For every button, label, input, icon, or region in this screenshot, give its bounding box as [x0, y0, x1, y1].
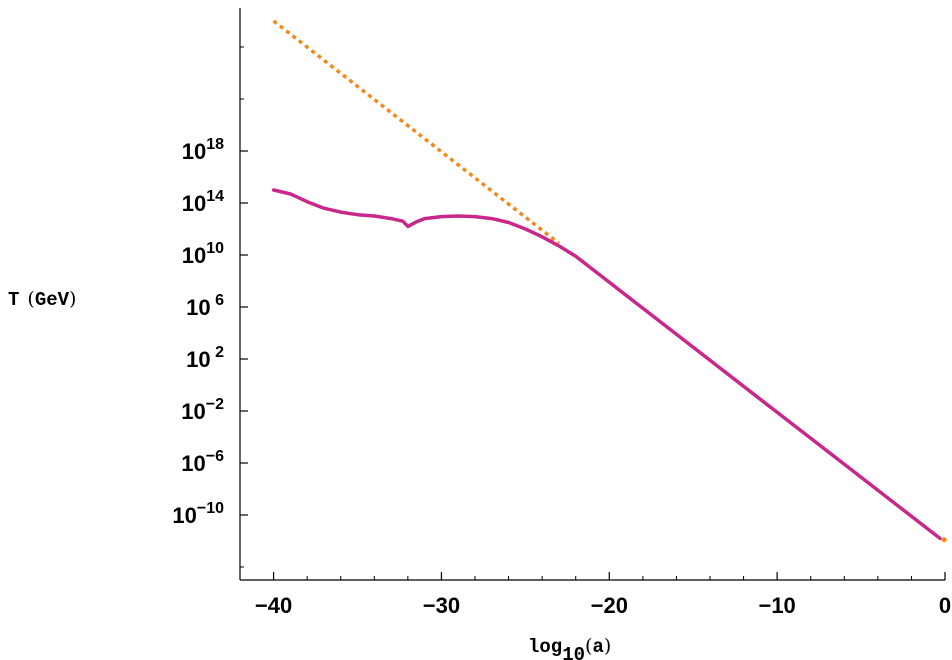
- x-axis-title: log10(a): [528, 635, 611, 660]
- dotted-series-line: [272, 19, 560, 245]
- solid-series-line: [271, 188, 942, 541]
- y-tick-label: 10−2: [181, 396, 224, 424]
- x-tick-label: −30: [423, 593, 460, 618]
- x-tick-label: 0: [939, 593, 951, 618]
- y-tick-label: 10 6: [186, 292, 224, 320]
- y-tick-label: 10 2: [186, 344, 224, 372]
- x-tick-label: −20: [591, 593, 628, 618]
- y-tick-label: 1014: [182, 188, 224, 216]
- x-tick-label: −40: [255, 593, 292, 618]
- x-tick-label: −10: [758, 593, 795, 618]
- y-axis-title: T (GeV): [8, 288, 76, 311]
- y-tick-label: 1018: [182, 136, 224, 164]
- y-tick-label: 10−6: [181, 448, 224, 476]
- y-tick-label: 10−10: [172, 500, 224, 528]
- y-tick-label: 1010: [182, 240, 224, 268]
- dotted-series-endpoint: [941, 537, 947, 543]
